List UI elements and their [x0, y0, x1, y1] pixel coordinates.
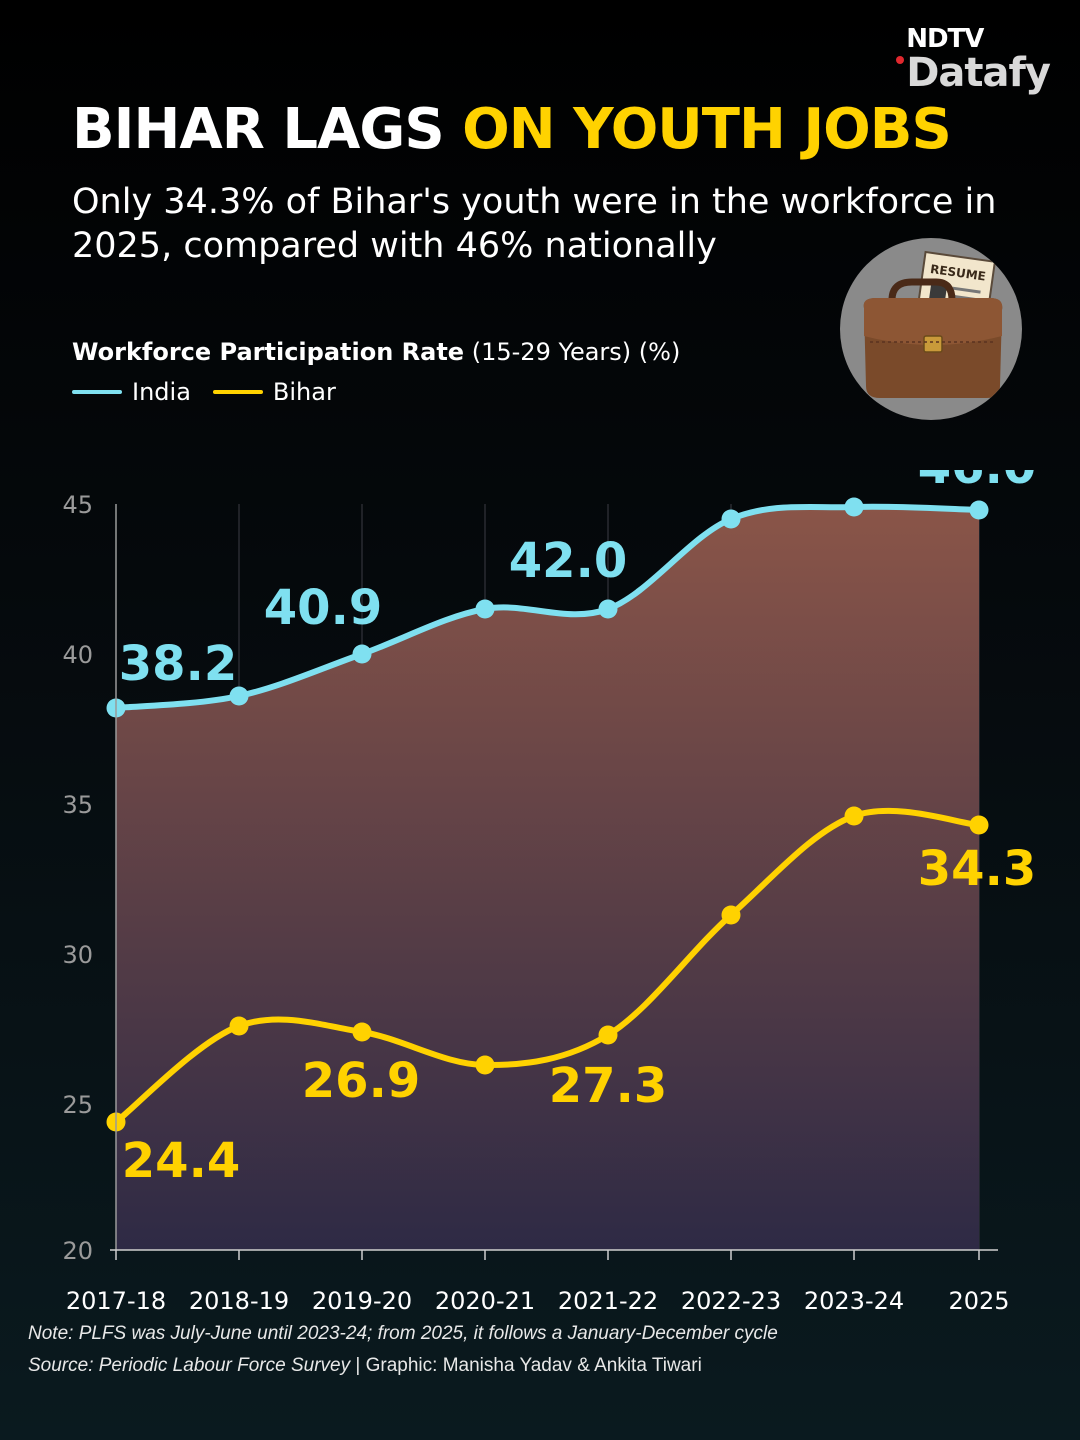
credit-text: Graphic: Manisha Yadav & Ankita Tiwari [365, 1355, 702, 1376]
data-label-bihar-2: 26.9 [302, 1053, 420, 1109]
page-title: BIHAR LAGS ON YOUTH JOBS [72, 97, 952, 162]
data-point-india-7 [969, 500, 989, 520]
data-point-bihar-4 [598, 1025, 618, 1045]
area-fill [116, 506, 979, 1250]
data-point-bihar-3 [475, 1055, 495, 1075]
y-tick-label-45: 45 [62, 491, 93, 519]
legend-label-india: India [132, 378, 191, 406]
series-line-bihar [113, 807, 982, 1125]
data-point-bihar-6 [844, 806, 864, 826]
y-tick-label-40: 40 [62, 641, 93, 669]
x-tick-label-4: 2021-22 [558, 1287, 658, 1315]
chart-title: Workforce Participation Rate (15-29 Year… [72, 338, 680, 366]
data-label-india-0: 38.2 [119, 636, 237, 692]
data-point-india-4 [598, 599, 618, 619]
data-point-bihar-5 [721, 905, 741, 925]
legend-item-india: India [72, 378, 191, 406]
subtitle: Only 34.3% of Bihar's youth were in the … [72, 182, 997, 266]
data-point-bihar-2 [352, 1022, 372, 1042]
x-tick-label-2: 2019-20 [312, 1287, 412, 1315]
source-separator: | [350, 1355, 366, 1376]
data-point-bihar-1 [229, 1016, 249, 1036]
data-label-india-4: 42.0 [509, 533, 627, 589]
source-text: Source: Periodic Labour Force Survey [28, 1355, 351, 1376]
legend-label-bihar: Bihar [272, 378, 336, 406]
x-tick-label-1: 2018-19 [189, 1287, 289, 1315]
x-tick-label-7: 2025 [948, 1287, 1009, 1315]
data-point-india-2 [352, 644, 372, 664]
data-label-bihar-7: 34.3 [918, 841, 1036, 897]
legend-swatch-bihar [212, 390, 263, 394]
data-label-india-2: 40.9 [264, 580, 382, 636]
source-line: Source: Periodic Labour Force Survey | G… [28, 1350, 778, 1382]
legend-item-bihar: Bihar [212, 378, 336, 406]
ndtv-datafy-logo: NDTV Datafy [896, 24, 1051, 96]
y-tick-label-30: 30 [62, 941, 93, 969]
data-point-india-3 [475, 599, 495, 619]
footnotes: Note: PLFS was July-June until 2023-24; … [28, 1318, 778, 1382]
data-point-india-1 [229, 686, 249, 706]
logo-dot-icon [896, 56, 905, 64]
y-tick-label-20: 20 [62, 1237, 93, 1265]
logo-datafy: Datafy [906, 50, 1051, 96]
chart-legend: India Bihar [72, 378, 336, 406]
data-label-bihar-4: 27.3 [549, 1058, 667, 1114]
note-text: Note: PLFS was July-June until 2023-24; … [28, 1323, 778, 1344]
x-tick-label-0: 2017-18 [66, 1287, 166, 1315]
data-point-india-5 [721, 509, 741, 529]
x-tick-label-6: 2023-24 [804, 1287, 904, 1315]
chart-title-suffix: (15-29 Years) (%) [471, 338, 681, 366]
data-point-india-6 [844, 497, 864, 517]
chart-title-main: Workforce Participation Rate [72, 338, 465, 366]
data-label-bihar-0: 24.4 [122, 1133, 240, 1189]
legend-swatch-india [72, 390, 122, 394]
title-part-2: ON YOUTH JOBS [462, 97, 952, 162]
line-chart: 38.240.942.046.024.426.927.334.3 2025303… [62, 470, 1036, 1315]
briefcase-resume-icon: RESUME [840, 238, 1022, 420]
title-part-1: BIHAR LAGS [72, 97, 445, 162]
data-point-bihar-7 [969, 815, 989, 835]
logo-ndtv: NDTV [906, 24, 984, 54]
data-label-india-7: 46.0 [918, 470, 1036, 495]
series-line-india [113, 503, 982, 711]
y-tick-label-25: 25 [62, 1091, 93, 1119]
x-tick-label-3: 2020-21 [435, 1287, 535, 1315]
y-tick-label-35: 35 [62, 791, 93, 819]
x-tick-label-5: 2022-23 [681, 1287, 781, 1315]
